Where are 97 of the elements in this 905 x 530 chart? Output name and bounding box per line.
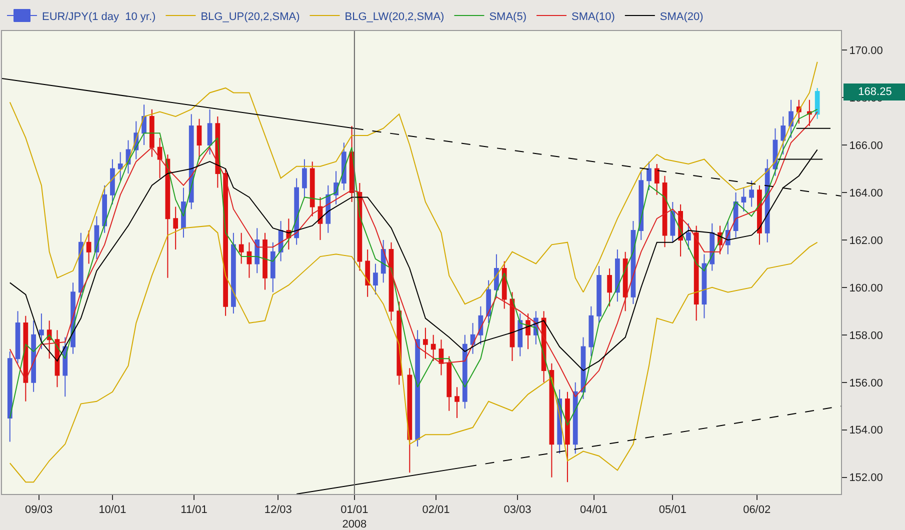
candlestick <box>518 313 523 357</box>
candlestick <box>749 180 754 208</box>
text: 168.25 <box>858 86 892 98</box>
candlestick <box>86 230 92 264</box>
y-tick-label: 160.00 <box>849 282 883 294</box>
candlestick <box>15 310 20 364</box>
candlestick <box>39 313 44 350</box>
candlestick <box>596 266 602 324</box>
candlestick <box>365 248 370 298</box>
candlestick <box>102 184 108 234</box>
candlestick <box>670 201 676 243</box>
x-tick-label: 10/01 <box>98 504 126 516</box>
candlestick <box>565 391 570 483</box>
y-tick-label: 154.00 <box>849 424 883 437</box>
y-tick-label: 166.00 <box>849 140 883 152</box>
candlestick <box>807 99 812 126</box>
candlestick <box>270 242 276 293</box>
x-tick-label: 11/01 <box>180 504 208 516</box>
candlestick <box>149 108 154 158</box>
line-series <box>9 225 818 483</box>
x-tick-label: 12/03 <box>264 504 292 516</box>
candlestick <box>780 116 786 155</box>
y-tick-label: 170.00 <box>849 44 883 57</box>
candlestick <box>262 232 268 290</box>
candlestick <box>572 382 578 454</box>
candlestick <box>526 313 530 350</box>
candlestick <box>415 330 420 448</box>
candlestick <box>110 158 115 205</box>
candlestick <box>502 260 507 310</box>
legend-label: BLG_LW(20,2,SMA) <box>344 10 444 23</box>
x-tick-label: 09/03 <box>25 504 53 516</box>
y-tick-label: 156.00 <box>849 377 883 390</box>
candlestick <box>23 315 28 402</box>
candlestick <box>94 216 100 260</box>
candlestick <box>588 306 594 357</box>
candlestick <box>142 104 146 146</box>
line-series <box>9 61 818 305</box>
candlestick <box>294 178 299 246</box>
y-tick-label: 152.00 <box>849 472 883 484</box>
candlestick <box>196 118 202 160</box>
candlestick <box>118 152 123 182</box>
candlestick <box>694 225 699 322</box>
candlestick <box>486 280 491 324</box>
candlestick <box>438 339 444 376</box>
candlestick <box>231 232 236 314</box>
legend-label: SMA(20) <box>660 10 704 23</box>
candlestick <box>494 254 499 298</box>
candlestick <box>622 251 628 312</box>
candlestick <box>462 334 468 410</box>
candlestick <box>46 320 52 360</box>
legend-label: EUR/JPY(1 day 10 yr.) <box>42 10 156 23</box>
candlestick <box>165 154 170 278</box>
candlestick <box>607 268 612 307</box>
x-tick-label: 04/01 <box>580 504 608 516</box>
candlestick <box>157 137 162 179</box>
candlestick <box>814 87 820 120</box>
candlestick <box>470 322 476 354</box>
candlestick <box>741 187 746 212</box>
y-tick-label: 164.00 <box>849 187 883 200</box>
candlestick <box>646 161 652 191</box>
candlestick <box>423 327 428 360</box>
legend-label: SMA(10) <box>572 10 615 23</box>
x-tick-label: 01/01 2008 <box>340 504 368 530</box>
x-tick-label: 06/02 <box>743 504 771 516</box>
candlestick <box>238 232 244 264</box>
candlestick <box>702 254 707 319</box>
candlestick <box>654 163 660 196</box>
candlestick <box>78 232 84 300</box>
candlestick <box>638 170 644 240</box>
candlestick <box>662 175 668 248</box>
candlestick <box>454 386 460 419</box>
y-tick-label: 162.00 <box>849 234 883 247</box>
candlestick <box>615 248 620 302</box>
candlestick <box>188 114 194 210</box>
candlestick <box>207 108 212 155</box>
candlestick <box>310 161 315 217</box>
x-tick-label: 02/01 <box>422 504 450 516</box>
legend-label: BLG_UP(20,2,SMA) <box>200 10 300 23</box>
candlestick <box>31 320 36 392</box>
candlestick <box>254 228 260 274</box>
candlestick <box>549 362 554 478</box>
y-tick-label: 158.00 <box>849 330 883 342</box>
candlestick <box>302 158 307 198</box>
x-tick-label: 05/01 <box>658 504 686 516</box>
x-tick-label: 03/03 <box>504 504 532 516</box>
candlestick <box>173 206 178 250</box>
candlestick <box>446 356 452 412</box>
candlestick <box>7 351 12 442</box>
candlestick <box>430 334 436 362</box>
candlestick <box>373 263 378 296</box>
candlestick <box>686 222 691 250</box>
candlestick <box>246 242 252 278</box>
candlestick <box>407 368 412 474</box>
candlestick <box>341 142 346 191</box>
candlestick <box>788 99 794 138</box>
legend-label: SMA(5) <box>489 10 526 23</box>
candlestick <box>318 196 323 240</box>
